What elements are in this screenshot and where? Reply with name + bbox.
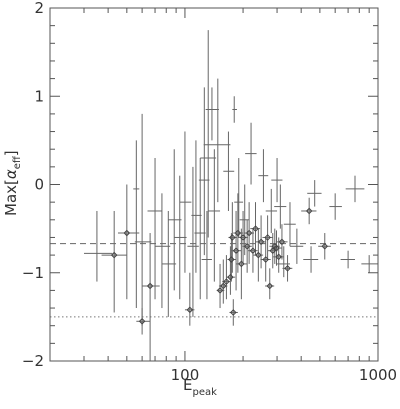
error-bar-1 — [101, 210, 127, 313]
error-bar-19 — [200, 30, 217, 238]
diamond-marker-28 — [228, 256, 235, 263]
error-bar-5 — [134, 113, 152, 326]
error-bar-3 — [133, 140, 140, 309]
error-bar-64 — [318, 233, 331, 260]
error-bar-12 — [179, 131, 192, 273]
diamond-marker-39 — [245, 229, 253, 237]
error-bar-59 — [283, 202, 296, 247]
diamond-marker-38 — [243, 242, 251, 250]
y-axis-title-main: Max[ — [2, 179, 20, 216]
error-bar-55 — [274, 184, 287, 229]
error-bar-8 — [155, 193, 171, 309]
diamond-marker-44 — [257, 238, 265, 246]
axis-ticks — [50, 7, 379, 362]
error-bar-60 — [289, 228, 304, 264]
diamond-marker-6 — [146, 282, 154, 290]
diamond-marker-23 — [216, 287, 224, 294]
diamond-marker-46 — [262, 256, 270, 263]
error-bar-68 — [361, 255, 378, 273]
diamond-marker-56 — [278, 238, 286, 246]
diamond-marker-35 — [238, 260, 245, 268]
diamond-marker-43 — [255, 251, 262, 259]
y-tick-label-0: −2 — [22, 352, 44, 370]
tick-labels: 100 1000 −2 −1 0 1 2 — [22, 0, 397, 384]
y-axis-title-close: ] — [2, 150, 20, 156]
diamond-marker-1 — [110, 251, 118, 259]
diamond-marker-27 — [227, 273, 234, 281]
diamond-marker-29 — [229, 234, 236, 241]
diamond-marker-48 — [266, 282, 274, 290]
diamond-marker-33 — [234, 229, 242, 237]
error-bar-40 — [245, 122, 257, 185]
error-bar-17 — [198, 87, 210, 256]
error-bar-0 — [83, 210, 113, 282]
y-axis-title: Max[αeff] — [2, 150, 23, 216]
error-bar-34 — [234, 158, 244, 238]
error-bar-67 — [345, 175, 365, 203]
diamond-marker-50 — [269, 247, 277, 254]
error-bar-65 — [329, 193, 342, 220]
error-bar-61 — [301, 197, 317, 225]
error-bars — [83, 30, 378, 361]
diamond-marker-2 — [123, 229, 131, 237]
error-bar-63 — [307, 180, 322, 207]
diamond-marker-64 — [321, 242, 329, 250]
diamond-marker-13 — [186, 306, 194, 314]
x-axis-title-main: E — [183, 376, 192, 394]
diamond-marker-52 — [273, 244, 280, 252]
y-axis-title-sub: eff — [12, 155, 23, 169]
diamond-marker-42 — [252, 225, 259, 232]
error-bar-20 — [205, 87, 219, 141]
x-tick-label-0: 100 — [171, 366, 200, 384]
diamond-marker-54 — [275, 253, 283, 261]
diamond-marker-41 — [249, 247, 257, 254]
y-tick-label-2: 0 — [34, 176, 44, 194]
x-axis-title: Epeak — [183, 376, 217, 398]
error-bar-16 — [194, 158, 206, 300]
error-bar-49 — [265, 188, 278, 234]
diamond-marker-24 — [219, 282, 227, 290]
error-bar-56 — [275, 224, 288, 260]
x-axis-title-sub: peak — [192, 387, 217, 398]
error-bar-22 — [203, 78, 231, 203]
error-bar-2 — [117, 184, 140, 300]
error-bar-6 — [142, 233, 160, 361]
error-bar-53 — [271, 158, 283, 203]
y-tick-label-1: −1 — [22, 264, 44, 282]
diamond-marker-58 — [284, 265, 291, 272]
diamond-marker-4 — [138, 317, 146, 325]
error-bar-14 — [187, 166, 199, 317]
diamond-marker-32 — [232, 247, 240, 254]
error-bar-37 — [239, 184, 250, 256]
error-bar-18 — [201, 210, 212, 300]
error-bar-47 — [262, 215, 273, 260]
y-tick-label-4: 2 — [34, 0, 44, 17]
diamond-marker-61 — [305, 207, 313, 215]
diamond-marker-25 — [223, 278, 230, 285]
error-bar-45 — [258, 149, 269, 203]
error-bar-31 — [232, 96, 237, 123]
error-bar-26 — [223, 131, 235, 211]
point-markers — [110, 207, 329, 325]
y-axis-title-alpha: α — [2, 169, 20, 179]
error-bar-7 — [147, 158, 162, 300]
error-bar-62 — [303, 246, 319, 273]
diamond-marker-47 — [264, 234, 271, 241]
diamond-marker-36 — [239, 234, 247, 241]
x-tick-label-1: 1000 — [359, 366, 397, 384]
y-tick-label-3: 1 — [34, 87, 44, 105]
error-bar-21 — [208, 149, 221, 282]
error-bar-66 — [340, 250, 355, 269]
diamond-marker-30 — [229, 309, 237, 316]
